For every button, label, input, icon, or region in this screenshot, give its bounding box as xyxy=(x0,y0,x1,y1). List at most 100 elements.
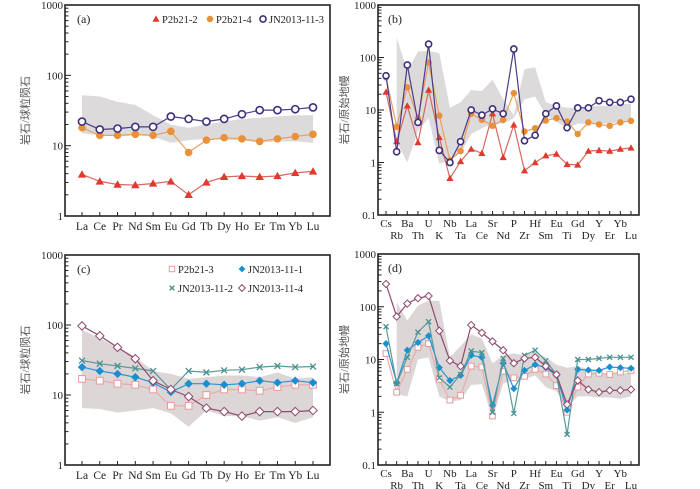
legend: P2b21-3 JN2013-11-1 JN2013-11-2 JN2013-11-4 xyxy=(168,265,304,295)
x-tick-label: Sm xyxy=(538,230,553,242)
x-tick-label: Yb xyxy=(288,221,302,233)
x-tick-label: Eu xyxy=(164,470,177,482)
data-point xyxy=(413,293,423,303)
data-point xyxy=(95,376,104,385)
data-point xyxy=(238,366,246,374)
x-tick-label: Pr xyxy=(112,221,122,233)
data-point xyxy=(436,112,443,119)
data-point xyxy=(237,109,247,119)
data-point xyxy=(382,340,390,348)
data-point xyxy=(149,131,157,140)
x-tick-label: Nd xyxy=(496,230,510,242)
data-point xyxy=(291,168,300,177)
data-point xyxy=(403,365,411,373)
data-point xyxy=(436,374,443,381)
x-tick-label: La xyxy=(76,470,88,482)
y-axis-label: 岩石/原始地幔 xyxy=(337,325,351,394)
x-stroke xyxy=(606,354,613,361)
y-tick-label: 1000 xyxy=(354,249,377,261)
data-point xyxy=(166,112,176,121)
data-point xyxy=(542,370,550,378)
x-tick-label: Lu xyxy=(625,480,638,489)
x-stroke xyxy=(404,354,411,361)
data-point xyxy=(510,374,518,382)
data-point xyxy=(467,145,475,152)
y-tick-label: 1 xyxy=(58,460,64,472)
data-point xyxy=(446,158,454,167)
x-stroke xyxy=(542,357,549,364)
data-point xyxy=(148,179,158,187)
data-point xyxy=(237,379,247,388)
x-tick-label: Nb xyxy=(443,218,457,230)
data-point xyxy=(499,109,508,118)
x-tick-label: Tb xyxy=(200,470,213,482)
x-tick-label: Sm xyxy=(538,480,553,489)
x-tick-label: Ce xyxy=(476,230,488,242)
x-tick-label: La xyxy=(465,468,477,480)
x-tick-label: Nd xyxy=(496,480,510,489)
data-point xyxy=(113,124,122,133)
legend-item: JN2013-11-2 xyxy=(169,284,233,295)
legend-marker xyxy=(206,15,214,23)
data-point xyxy=(585,356,592,363)
data-point xyxy=(167,127,175,136)
x-tick-label: Gd xyxy=(182,221,196,233)
data-point xyxy=(114,362,121,370)
x-stroke xyxy=(532,347,539,354)
data-point xyxy=(255,137,264,146)
data-point xyxy=(562,400,572,409)
data-point xyxy=(584,103,593,112)
data-point xyxy=(617,119,624,126)
data-point xyxy=(255,386,264,395)
x-tick-label: Sm xyxy=(145,221,160,233)
data-point xyxy=(238,135,246,143)
y-tick-label: 10 xyxy=(52,141,64,153)
data-point xyxy=(563,406,571,414)
legend-item: P2b21-3 xyxy=(168,265,214,276)
x-tick-label: Zr xyxy=(519,480,530,489)
data-point xyxy=(308,167,318,175)
data-point xyxy=(308,405,318,416)
x-tick-label: Ba xyxy=(401,468,413,480)
x-tick-label: Y xyxy=(595,218,603,230)
series-JN2013-11-3 xyxy=(382,40,635,167)
data-point xyxy=(478,111,486,119)
panel-label: (c) xyxy=(77,262,90,276)
data-point xyxy=(605,386,615,395)
data-point xyxy=(165,384,176,395)
data-point xyxy=(573,103,582,112)
x-stroke xyxy=(96,360,104,368)
data-point xyxy=(456,361,465,371)
y-axis-label: 岩石/球粒陨石 xyxy=(18,76,32,145)
x-stroke xyxy=(436,374,443,381)
data-point xyxy=(584,385,593,394)
x-tick-label: Cs xyxy=(380,218,392,230)
data-point xyxy=(627,117,635,125)
data-point xyxy=(202,391,211,399)
data-point xyxy=(499,153,507,161)
x-tick-label: Hf xyxy=(529,468,541,480)
data-point xyxy=(95,125,105,134)
data-point xyxy=(184,190,193,198)
y-tick-label: 0.1 xyxy=(362,210,376,222)
data-point xyxy=(255,105,265,115)
x-stroke xyxy=(114,362,121,370)
data-point xyxy=(616,145,624,152)
x-stroke xyxy=(256,363,264,371)
data-point xyxy=(456,137,465,146)
x-stroke xyxy=(478,349,485,356)
data-point xyxy=(77,362,87,372)
x-tick-label: Lu xyxy=(307,221,320,233)
data-point xyxy=(435,133,443,141)
data-point xyxy=(509,358,519,368)
plot-frame xyxy=(64,4,331,217)
y-tick-label: 10 xyxy=(365,105,377,117)
legend-label: JN2013-11-1 xyxy=(248,265,303,276)
x-tick-label: Rb xyxy=(390,230,403,242)
x-stroke xyxy=(596,355,603,362)
y-tick-label: 100 xyxy=(360,302,377,314)
data-point xyxy=(489,409,496,416)
data-point xyxy=(574,161,582,168)
x-tick-label: Pr xyxy=(112,470,122,482)
series-JN2013-11-4 xyxy=(77,321,318,421)
